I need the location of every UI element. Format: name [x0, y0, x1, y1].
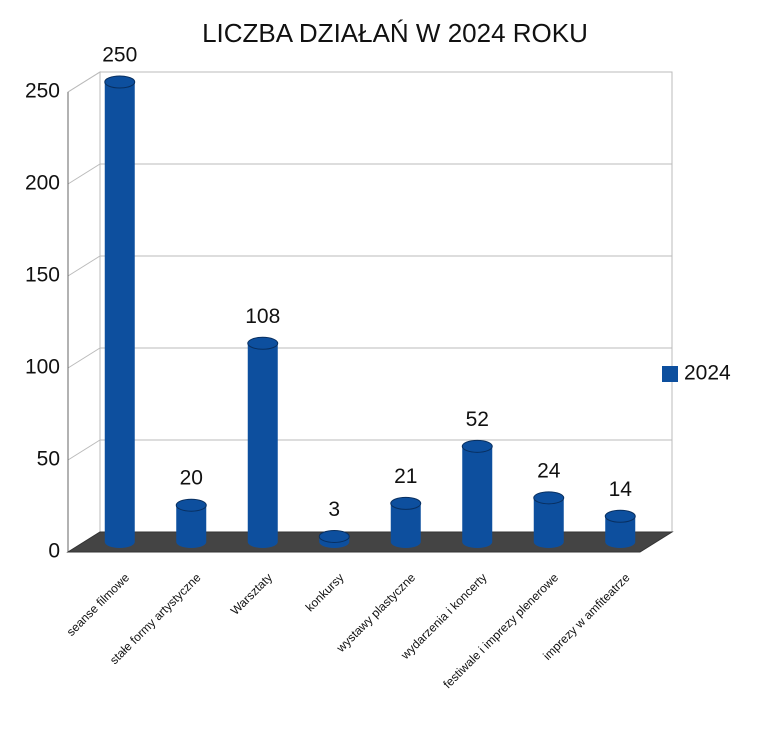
bar [390, 503, 421, 548]
grid-line [67, 439, 672, 461]
left-wall [67, 71, 101, 553]
floor [66, 531, 674, 553]
legend-swatch [662, 366, 678, 382]
y-tick-label: 0 [48, 540, 60, 563]
grid-line [67, 163, 672, 185]
x-tick-label: wystawy plastyczne [333, 570, 418, 655]
bar [533, 497, 564, 548]
bar-cap [318, 529, 350, 543]
legend-label: 2024 [684, 362, 731, 385]
value-label: 52 [466, 408, 489, 431]
bar [247, 343, 278, 548]
bar-cap [104, 75, 136, 89]
y-tick-label: 250 [25, 80, 60, 103]
x-tick-label: festiwale i imprezy plenerowe [440, 570, 561, 691]
bar-cap [390, 496, 422, 510]
bar [176, 505, 207, 548]
value-label: 14 [609, 478, 633, 501]
y-tick-label: 200 [25, 172, 60, 195]
chart-title: LICZBA DZIAŁAŃ W 2024 ROKU [202, 18, 588, 48]
bar [104, 82, 135, 548]
bar [605, 516, 636, 548]
value-label: 3 [328, 498, 340, 521]
value-label: 20 [180, 467, 203, 490]
y-tick-label: 50 [37, 448, 60, 471]
value-label: 250 [102, 44, 137, 67]
value-label: 21 [394, 465, 417, 488]
value-label: 108 [245, 305, 280, 328]
y-tick-label: 100 [25, 356, 60, 379]
bar-cap [175, 498, 207, 512]
bar-cap [461, 439, 493, 453]
back-wall [99, 71, 673, 533]
grid-line [67, 347, 672, 369]
y-tick-label: 150 [25, 264, 60, 287]
bar-cap [533, 491, 565, 505]
bar-cap [247, 336, 279, 350]
bar [462, 446, 493, 548]
grid-line [67, 71, 672, 93]
grid-line [67, 255, 672, 277]
value-label: 24 [537, 459, 561, 482]
x-tick-label: seanse filmowe [64, 570, 133, 639]
x-tick-label: Warsztaty [228, 570, 275, 617]
bar-cap [604, 509, 636, 523]
x-tick-label: konkursy [303, 570, 347, 614]
